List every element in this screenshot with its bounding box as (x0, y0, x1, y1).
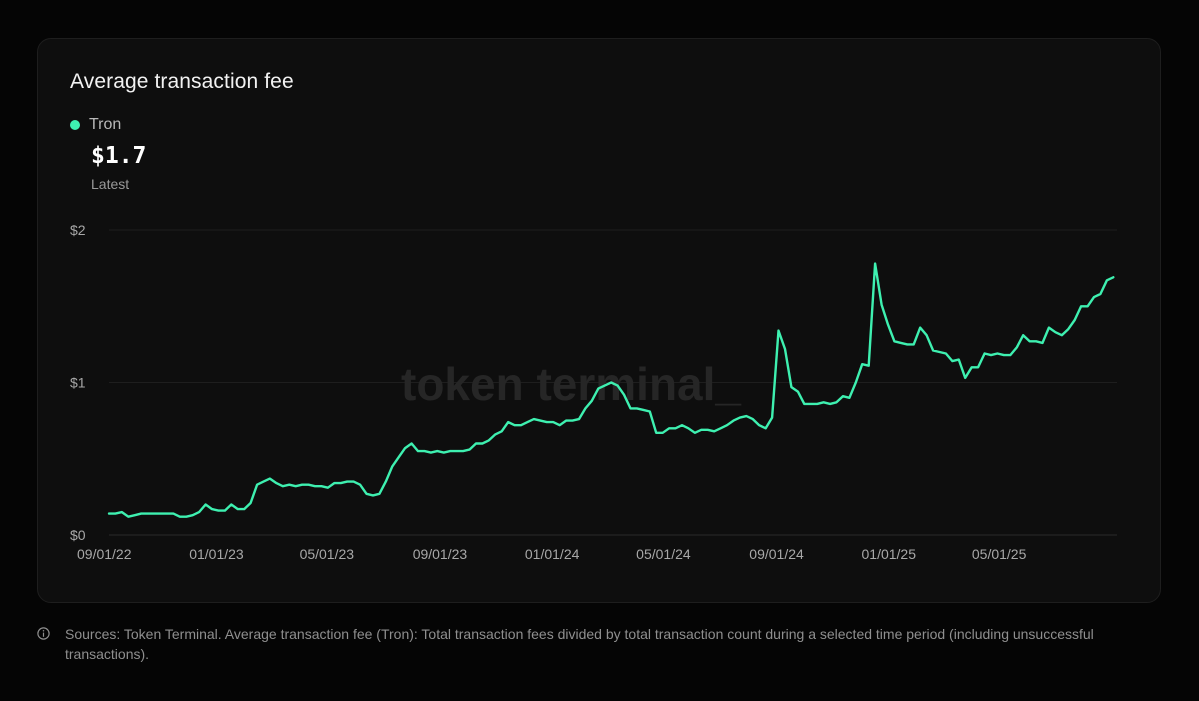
watermark-logo: token terminal_ (401, 358, 741, 410)
latest-value: $1.7 (91, 143, 147, 169)
x-tick-label: 01/01/24 (525, 546, 580, 562)
y-tick-label: $1 (70, 375, 86, 391)
x-tick-label: 01/01/25 (862, 546, 917, 562)
x-tick-label: 05/01/24 (636, 546, 691, 562)
x-tick-label: 01/01/23 (189, 546, 244, 562)
legend-dot-icon (70, 120, 80, 130)
x-tick-label: 05/01/25 (972, 546, 1027, 562)
line-chart: token terminal_ $0 $1 $2 09/01/22 01/01/23 05… (70, 222, 1117, 562)
series-line-tron[interactable] (107, 262, 1115, 518)
x-tick-label: 09/01/23 (413, 546, 468, 562)
x-tick-label: 09/01/24 (749, 546, 804, 562)
x-tick-label: 09/01/22 (77, 546, 132, 562)
y-tick-label: $2 (70, 222, 86, 238)
footnote: Sources: Token Terminal. Average transac… (37, 624, 1147, 664)
legend-label: Tron (89, 116, 122, 133)
chart-card: Average transaction fee Tron $1.7 Latest… (37, 38, 1161, 603)
legend-item-tron[interactable]: Tron (70, 116, 121, 134)
x-tick-label: 05/01/23 (300, 546, 355, 562)
info-icon[interactable] (37, 627, 50, 640)
latest-label: Latest (91, 176, 130, 192)
footnote-text: Sources: Token Terminal. Average transac… (65, 626, 1094, 662)
chart-title: Average transaction fee (70, 70, 294, 93)
y-tick-label: $0 (70, 527, 86, 543)
